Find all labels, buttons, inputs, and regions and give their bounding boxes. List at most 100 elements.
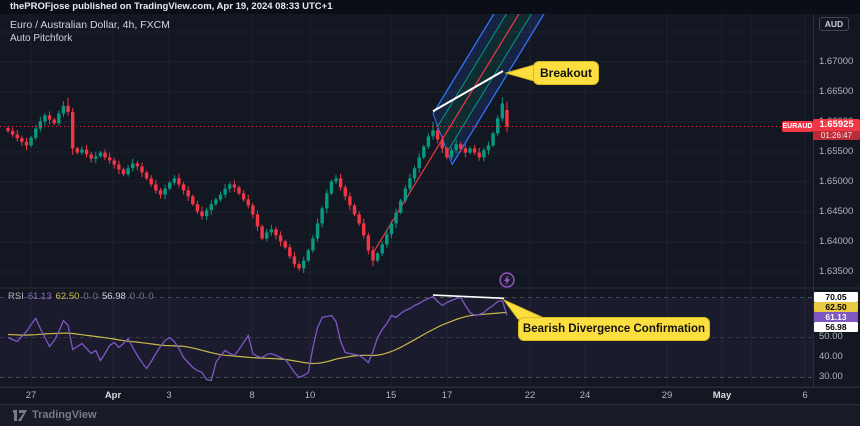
pitchfork-fill [437, 14, 532, 152]
candle-body [195, 204, 200, 212]
event-lightning-icon[interactable] [499, 272, 515, 288]
candle-body [449, 150, 454, 158]
candle-body [144, 172, 149, 179]
pitchfork-line[interactable] [432, 0, 602, 114]
candle-body [181, 184, 186, 191]
candle-body [34, 128, 38, 138]
candle-body [320, 208, 324, 224]
candle-body [389, 223, 394, 235]
time-axis[interactable] [0, 387, 860, 404]
candle-body [380, 244, 384, 254]
candle-body [255, 214, 260, 227]
candle-body [154, 184, 158, 191]
breakout-trendline[interactable] [432, 70, 504, 113]
candle-body [204, 210, 209, 217]
indicator-pitchfork-label[interactable]: Auto Pitchfork [10, 33, 73, 44]
candle-body [24, 141, 29, 146]
candle-body [52, 119, 56, 124]
candle-body [57, 113, 61, 124]
candle-body [117, 164, 121, 170]
candle-body [265, 232, 269, 239]
pitchfork-line[interactable] [371, 0, 584, 255]
candle-body [149, 178, 153, 185]
candle-body [435, 130, 440, 140]
candle-body [472, 148, 477, 153]
candle-body [140, 166, 144, 173]
candle-body [98, 152, 103, 157]
candle-body [412, 168, 417, 179]
candle-body [440, 139, 444, 149]
candle-body [209, 204, 213, 211]
candle-body [329, 181, 334, 194]
pitchfork-drawing[interactable] [371, 0, 621, 255]
rsi-legend[interactable]: RSI 61.13 62.50 0 0 56.98 0 0 0 [8, 291, 158, 302]
candle-body [158, 190, 163, 195]
candle-body [94, 156, 98, 159]
rsi-legend-value: 62.50 [55, 291, 80, 302]
pitchfork-line[interactable] [451, 0, 621, 165]
candle-body [163, 188, 167, 195]
candle-body [468, 148, 472, 153]
rsi-legend-value: 0 [92, 291, 98, 302]
candle-body [288, 247, 292, 257]
candle-body [491, 133, 495, 146]
currency-aud-button[interactable]: AUD [819, 17, 849, 31]
price-axis[interactable] [813, 14, 860, 387]
candle-body [486, 145, 491, 151]
candle-body [426, 136, 431, 147]
candle-body [251, 205, 255, 215]
symbol-price-tag: EURAUD [782, 121, 813, 132]
breakout-callout-text: Breakout [539, 66, 592, 80]
candle-body [463, 148, 468, 153]
candle-body [131, 163, 135, 169]
candle-body [343, 187, 347, 197]
candle-body [168, 182, 172, 189]
tradingview-brand[interactable]: TradingView [32, 409, 97, 421]
rsi-legend-value: 0 [129, 291, 136, 302]
candle-body [15, 134, 19, 139]
candle-body [403, 188, 408, 201]
candle-body [352, 205, 357, 215]
candle-body [75, 148, 79, 153]
candle-body [338, 178, 343, 188]
rsi-legend-value: 56.98 [102, 291, 126, 302]
candle-body [135, 163, 140, 167]
candle-body [445, 148, 449, 158]
tradingview-logo-icon[interactable] [12, 409, 28, 423]
chart-legend[interactable]: Euro / Australian Dollar, 4h, FXCM Auto … [10, 19, 170, 45]
candle-body [191, 196, 195, 205]
rsi-legend-value: RSI [8, 291, 24, 302]
candle-body [334, 178, 338, 182]
candle-body [371, 250, 375, 261]
candle-body [477, 152, 481, 158]
candle-body [366, 235, 371, 251]
rsi-legend-value: 0 [148, 291, 154, 302]
candle-body [20, 138, 24, 142]
candlestick-series [6, 97, 509, 274]
candle-body [417, 157, 421, 169]
candle-body [61, 105, 66, 114]
symbol-title[interactable]: Euro / Australian Dollar, 4h, FXCM [10, 19, 170, 31]
candle-body [482, 150, 486, 158]
candle-body [66, 105, 70, 112]
candle-body [431, 130, 435, 137]
breakout-callout[interactable]: Breakout [533, 61, 599, 85]
publish-bar: thePROFjose published on TradingView.com… [0, 0, 860, 14]
candle-body [84, 149, 89, 155]
candle-body [126, 168, 130, 175]
pitchfork-fill [447, 14, 544, 165]
candle-body [214, 199, 218, 205]
candle-body [241, 193, 246, 200]
last-price-box: 1.65925 01:26:47 [813, 119, 860, 140]
candle-body [306, 250, 310, 261]
rsi-divergence-trendline[interactable] [432, 294, 505, 300]
pitchfork-line[interactable] [437, 0, 607, 127]
rsi-legend-value: 0 [139, 291, 145, 302]
candle-body [325, 193, 329, 209]
pitchfork-line[interactable] [446, 0, 616, 153]
candle-body [301, 260, 306, 269]
divergence-callout[interactable]: Bearish Divergence Confirmation [518, 317, 710, 341]
candle-body [172, 178, 177, 183]
